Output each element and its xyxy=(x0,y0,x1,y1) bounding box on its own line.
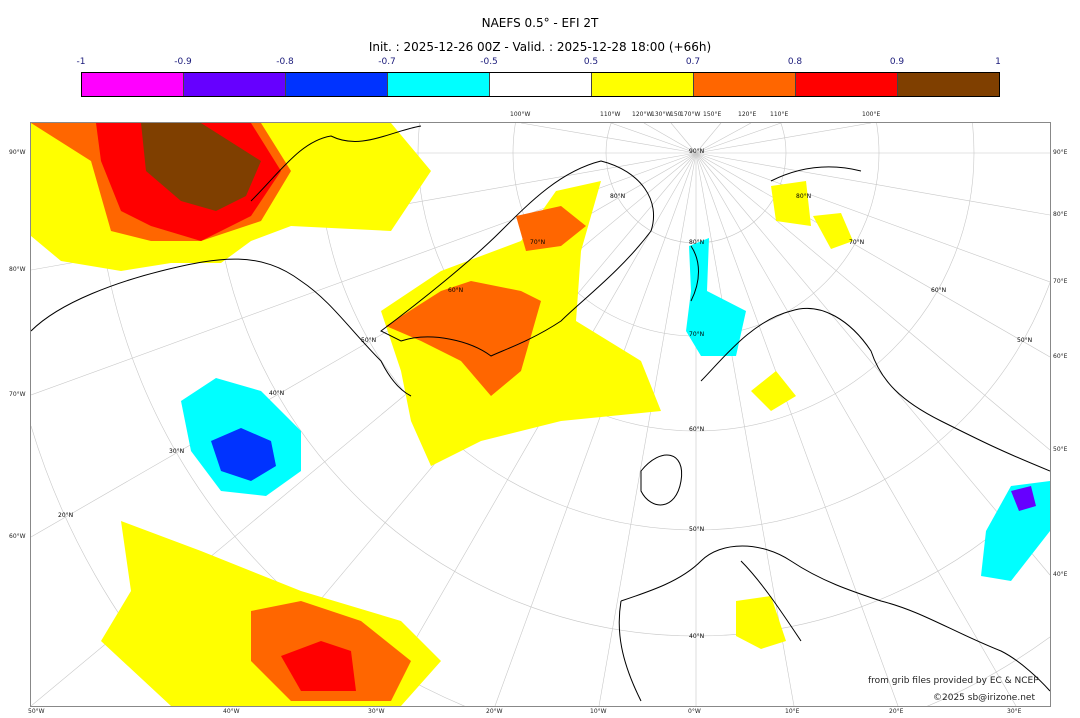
data-source-credit: from grib files provided by EC & NCEP xyxy=(868,676,1039,686)
figure-title: NAEFS 0.5° - EFI 2T xyxy=(481,16,599,30)
axis-label-bottom: 30°W xyxy=(368,708,385,715)
efi-region-negative-0.7 xyxy=(211,428,276,481)
axis-label-bottom: 40°W xyxy=(223,708,240,715)
colorbar-swatch xyxy=(898,73,999,96)
axis-label-left: 70°W xyxy=(9,391,26,398)
map-panel: 90°N 80°N 70°N 60°N 50°N 40°N 80°N 70°N … xyxy=(30,122,1051,707)
colorbar-label: 0.8 xyxy=(787,57,803,67)
colorbar-label: -0.5 xyxy=(480,57,498,67)
grid-label: 50°N xyxy=(361,337,376,344)
grid-label: 60°N xyxy=(689,426,704,433)
axis-label-top: 120°W xyxy=(632,111,653,118)
axis-label-right: 40°E xyxy=(1053,571,1068,578)
axis-label-bottom: 10°W xyxy=(590,708,607,715)
grid-label: 70°N xyxy=(689,331,704,338)
axis-label-top: 100°W xyxy=(510,111,531,118)
colorbar-swatch xyxy=(184,73,286,96)
colorbar-label: 0.5 xyxy=(583,57,599,67)
grid-label: 70°N xyxy=(530,239,545,246)
colorbar-swatch xyxy=(694,73,796,96)
efi-region-negative-0.7 xyxy=(1011,486,1036,511)
axis-label-top: 150 xyxy=(670,111,682,118)
axis-label-top: 120°E xyxy=(738,111,757,118)
efi-region-positive-0.5 xyxy=(813,213,853,249)
axis-label-right: 80°E xyxy=(1053,211,1068,218)
colorbar-swatch xyxy=(286,73,388,96)
grid-label: 90°N xyxy=(689,148,704,155)
colorbar-label: -0.8 xyxy=(276,57,294,67)
axis-label-right: 90°E xyxy=(1053,149,1068,156)
grid-label: 80°N xyxy=(610,193,625,200)
grid-label: 80°N xyxy=(796,193,811,200)
colorbar-swatch xyxy=(82,73,184,96)
colorbar-swatch xyxy=(388,73,490,96)
efi-region-positive-0.5 xyxy=(751,371,796,411)
efi-region-positive-0.7 xyxy=(516,206,586,251)
axis-label-left: 80°W xyxy=(9,266,26,273)
colorbar-swatch xyxy=(490,73,592,96)
grid-label: 30°N xyxy=(169,448,184,455)
colorbar-label: -1 xyxy=(76,57,86,67)
grid-label: 60°N xyxy=(931,287,946,294)
coastlines xyxy=(31,125,1050,702)
axis-label-right: 60°E xyxy=(1053,353,1068,360)
copyright-credit: ©2025 sb@irizone.net xyxy=(933,693,1035,703)
grid-label: 70°N xyxy=(849,239,864,246)
efi-field xyxy=(31,123,1050,706)
efi-region-positive-0.5 xyxy=(771,181,811,226)
axis-label-top: 170°W xyxy=(680,111,701,118)
figure-subtitle: Init. : 2025-12-26 00Z - Valid. : 2025-1… xyxy=(368,40,712,54)
axis-label-bottom: 0°W xyxy=(688,708,701,715)
grid-label: 40°N xyxy=(689,633,704,640)
efi-region-negative-0.5 xyxy=(686,238,746,356)
colorbar-label: 0.9 xyxy=(889,57,905,67)
colorbar-label: 1 xyxy=(995,57,1001,67)
grid-label: 50°N xyxy=(689,526,704,533)
efi-region-positive-0.5 xyxy=(736,596,786,649)
axis-label-left: 60°W xyxy=(9,533,26,540)
colorbar-label: 0.7 xyxy=(685,57,701,67)
axis-label-bottom: 50°W xyxy=(28,708,45,715)
axis-label-bottom: 30°E xyxy=(1007,708,1022,715)
grid-label: 80°N xyxy=(689,239,704,246)
grid-label: 40°N xyxy=(269,390,284,397)
axis-label-bottom: 20°E xyxy=(889,708,904,715)
grid-label: 50°N xyxy=(1017,337,1032,344)
map-svg: 90°N 80°N 70°N 60°N 50°N 40°N 80°N 70°N … xyxy=(31,123,1050,706)
grid-label: 20°N xyxy=(58,512,73,519)
efi-region-positive-0.7 xyxy=(386,281,541,396)
efi-region-positive-0.8 xyxy=(281,641,356,691)
axis-label-top: 110°W xyxy=(600,111,621,118)
axis-label-right: 50°E xyxy=(1053,446,1068,453)
axis-label-top: 150°E xyxy=(703,111,722,118)
efi-region-positive-0.9 xyxy=(141,123,261,211)
grid-label: 60°N xyxy=(448,287,463,294)
axis-label-top: 130°W xyxy=(651,111,672,118)
axis-label-right: 70°E xyxy=(1053,278,1068,285)
axis-label-top: 100°E xyxy=(862,111,881,118)
grid-labels: 90°N 80°N 70°N 60°N 50°N 40°N 80°N 70°N … xyxy=(58,148,1032,640)
axis-label-bottom: 20°W xyxy=(486,708,503,715)
colorbar-label: -0.9 xyxy=(174,57,192,67)
axis-label-left: 90°W xyxy=(9,149,26,156)
colorbar-label: -0.7 xyxy=(378,57,396,67)
colorbar-swatch xyxy=(592,73,694,96)
colorbar-swatch xyxy=(796,73,898,96)
axis-label-top: 110°E xyxy=(770,111,789,118)
colorbar xyxy=(81,72,1000,97)
axis-label-bottom: 10°E xyxy=(785,708,800,715)
